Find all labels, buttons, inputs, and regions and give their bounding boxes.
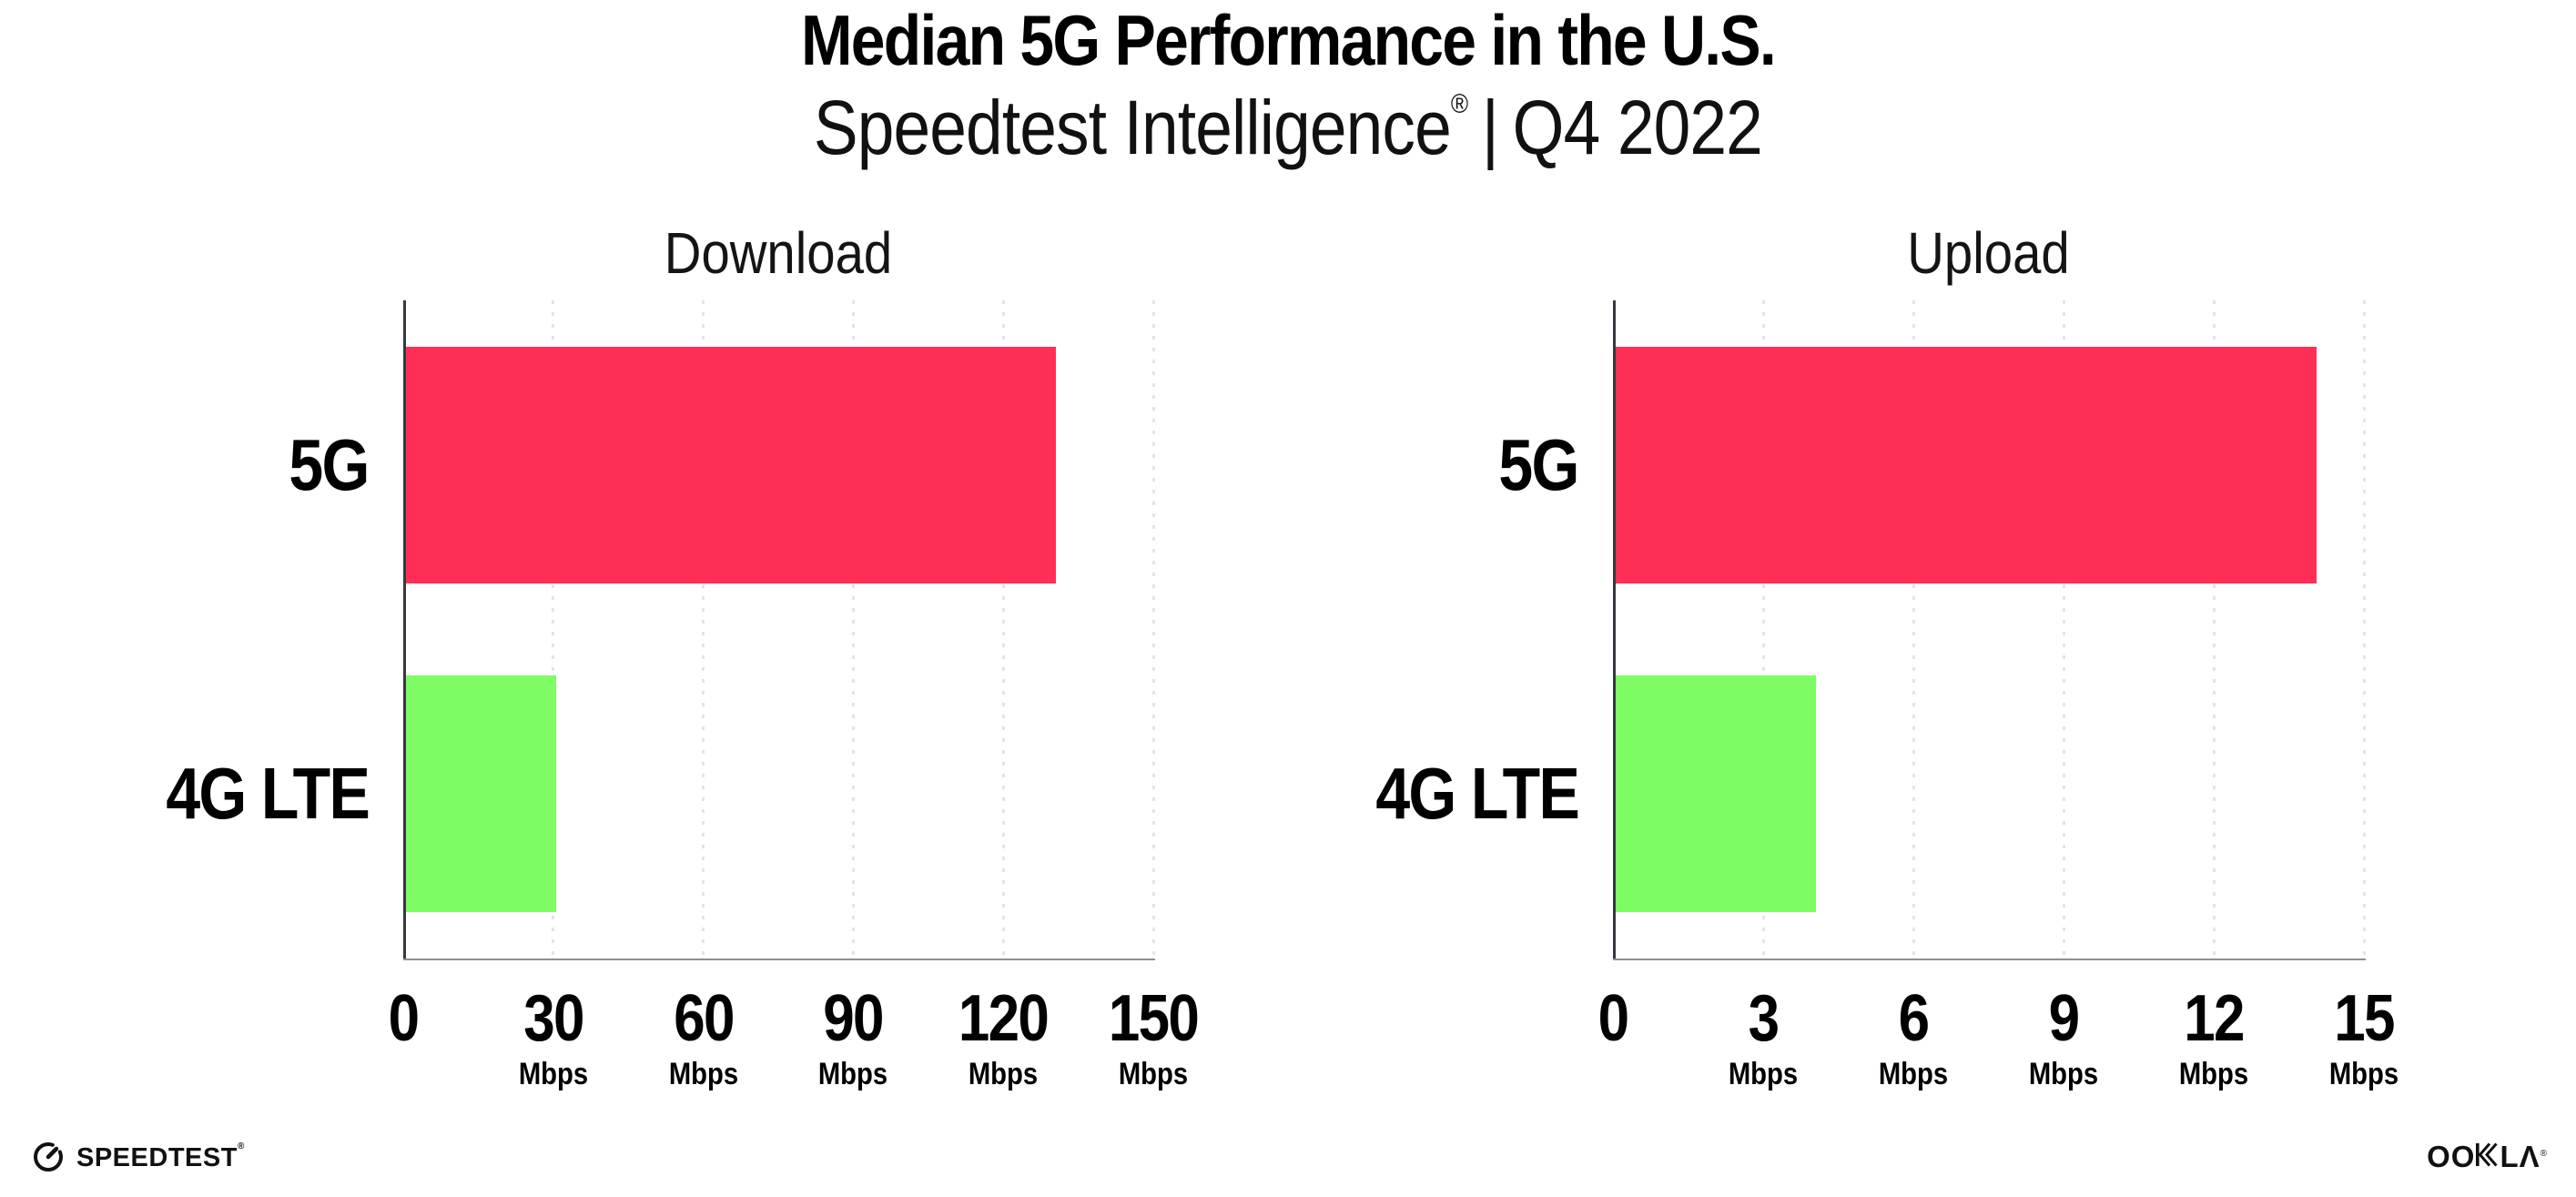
speedtest-logo: SPEEDTEST®	[30, 1138, 245, 1179]
download-bar-4g-lte	[406, 675, 556, 912]
x-tick-label-12: 12 Mbps	[2127, 986, 2299, 1090]
x-tick-label-3: 3 Mbps	[1677, 986, 1849, 1090]
x-tick-label-6: 6 Mbps	[1827, 986, 1999, 1090]
x-tick-unit: Mbps	[1827, 1059, 1999, 1090]
subtitle-separator: |	[1467, 85, 1512, 170]
download-y-label-4g-lte: 4G LTE	[166, 752, 369, 836]
subtitle-brand: Speedtest Intelligence	[814, 85, 1451, 170]
upload-y-label-4g-lte: 4G LTE	[1375, 752, 1578, 836]
speedtest-logo-text: SPEEDTEST®	[76, 1143, 245, 1173]
download-y-label-5g: 5G	[289, 423, 369, 507]
x-tick-value: 0	[1526, 986, 1699, 1051]
upload-bar-5g	[1616, 347, 2317, 583]
x-tick-value: 0	[317, 986, 489, 1051]
x-tick-value: 90	[767, 986, 939, 1051]
x-tick-unit: Mbps	[1677, 1059, 1849, 1090]
x-tick-label-0: 0	[317, 986, 489, 1051]
x-tick-unit: Mbps	[1977, 1059, 2149, 1090]
x-tick-value: 12	[2127, 986, 2299, 1051]
x-tick-value: 150	[1067, 986, 1239, 1051]
download-chart-title: Download	[448, 224, 1108, 282]
x-tick-unit: Mbps	[2127, 1059, 2299, 1090]
x-tick-unit: Mbps	[767, 1059, 939, 1090]
upload-bar-4g-lte	[1616, 675, 1816, 912]
upload-chart-title: Upload	[1658, 224, 2319, 282]
x-tick-unit: Mbps	[2277, 1059, 2449, 1090]
x-tick-value: 60	[617, 986, 789, 1051]
download-chart-plot-area: Download 030Mbps60Mbps90Mbps120Mbps150Mb…	[403, 300, 1153, 959]
gridline-15	[2363, 300, 2366, 959]
x-tick-value: 120	[918, 986, 1090, 1051]
upload-x-axis-line	[1613, 959, 2366, 960]
x-tick-value: 3	[1677, 986, 1849, 1051]
speedtest-registered-mark: ®	[238, 1141, 245, 1151]
registered-mark: ®	[1451, 89, 1467, 119]
x-tick-value: 9	[1977, 986, 2149, 1051]
x-tick-label-150: 150 Mbps	[1067, 986, 1239, 1090]
x-tick-unit: Mbps	[1067, 1059, 1239, 1090]
x-tick-label-30: 30 Mbps	[467, 986, 639, 1090]
gridline-150	[1152, 300, 1155, 959]
page-title-text: Median 5G Performance in the U.S.	[801, 4, 1775, 78]
x-tick-value: 30	[467, 986, 639, 1051]
upload-chart-plot-area: Upload 03Mbps6Mbps9Mbps12Mbps15Mbps5G4G …	[1613, 300, 2364, 959]
x-tick-label-15: 15 Mbps	[2277, 986, 2449, 1090]
x-tick-label-120: 120 Mbps	[918, 986, 1090, 1090]
x-tick-value: 6	[1827, 986, 1999, 1051]
ookla-wordmark-left: OO	[2427, 1141, 2475, 1172]
subtitle-period: Q4 2022	[1513, 85, 1762, 170]
download-bar-5g	[406, 347, 1056, 583]
x-tick-label-9: 9 Mbps	[1977, 986, 2149, 1090]
x-tick-unit: Mbps	[918, 1059, 1090, 1090]
x-tick-label-0: 0	[1526, 986, 1699, 1051]
ookla-k-icon	[2476, 1142, 2499, 1172]
page-subtitle-text: Speedtest Intelligence®|Q4 2022	[814, 86, 1762, 169]
x-tick-label-90: 90 Mbps	[767, 986, 939, 1090]
x-tick-label-60: 60 Mbps	[617, 986, 789, 1090]
upload-y-label-5g: 5G	[1499, 423, 1578, 507]
page-title: Median 5G Performance in the U.S.	[0, 4, 2576, 78]
speedtest-wordmark: SPEEDTEST	[76, 1143, 238, 1172]
download-x-axis-line	[403, 959, 1155, 960]
x-tick-value: 15	[2277, 986, 2449, 1051]
gauge-icon	[30, 1138, 66, 1179]
x-tick-unit: Mbps	[617, 1059, 789, 1090]
ookla-wordmark-right: LΛ	[2500, 1141, 2540, 1172]
x-tick-unit: Mbps	[467, 1059, 639, 1090]
ookla-registered-mark: ®	[2541, 1149, 2547, 1159]
ookla-logo: OO LΛ ®	[2427, 1141, 2547, 1172]
infographic-canvas: Median 5G Performance in the U.S. Speedt…	[0, 0, 2576, 1197]
page-subtitle: Speedtest Intelligence®|Q4 2022	[0, 86, 2576, 169]
